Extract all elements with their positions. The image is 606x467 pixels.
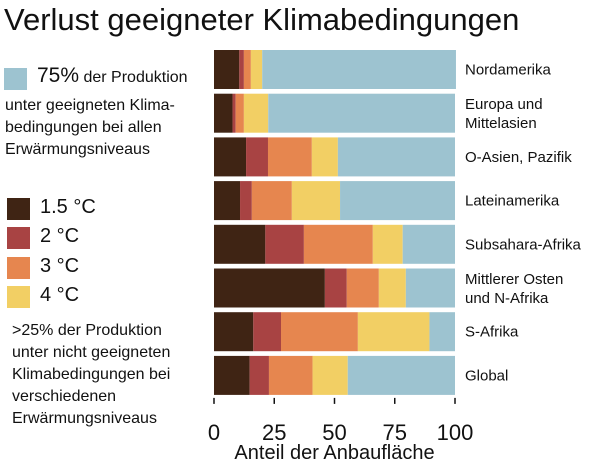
legend-suitable-heading: 75% der Produktion xyxy=(37,64,188,88)
category-label-line: Mittelasien xyxy=(465,115,537,132)
bar-segment xyxy=(240,181,252,221)
note-line: Erwärmungsniveaus xyxy=(12,410,157,427)
bar-segment xyxy=(243,93,269,133)
bar-segment xyxy=(280,312,358,352)
category-label-line: O-Asien, Pazifik xyxy=(465,149,572,166)
category-label-line: Europa und xyxy=(465,96,543,113)
bar-segment xyxy=(235,93,244,133)
x-tick-label: 0 xyxy=(208,420,220,445)
bar-segment xyxy=(268,93,455,133)
note-line: Klimabedingungen bei xyxy=(12,366,171,383)
bar-segment xyxy=(312,355,348,395)
bar-segment xyxy=(214,268,325,308)
x-tick-label: 100 xyxy=(437,420,474,445)
legend-label-2: 2 °C xyxy=(40,225,80,247)
bar-segment xyxy=(347,355,455,395)
category-label: Europa und Mittelasien xyxy=(465,96,543,132)
category-label: Nordamerika xyxy=(465,62,552,79)
legend-swatch-suitable xyxy=(4,68,27,90)
category-label: Subsahara-Afrika xyxy=(465,236,582,253)
category-label-line: und N-Afrika xyxy=(465,290,549,307)
note-line: Erwärmungsniveaus xyxy=(5,141,150,158)
note-line: bedingungen bei allen xyxy=(5,119,162,136)
bar-segment xyxy=(251,181,292,221)
bar-segment xyxy=(340,181,455,221)
bar-segment xyxy=(243,50,251,89)
bar-segment xyxy=(253,312,281,352)
bar-segment xyxy=(214,224,266,264)
chart-title: Verlust geeigneter Klimabedingungen xyxy=(4,2,520,37)
category-label-line: Mittlerer Osten xyxy=(465,271,563,288)
bar-segment xyxy=(303,224,373,264)
category-label: Mittlerer Osten und N-Afrika xyxy=(465,271,563,307)
bar-segment xyxy=(267,137,312,177)
bar-segment xyxy=(214,93,233,133)
bar-segment xyxy=(239,50,244,89)
bar-segment xyxy=(265,224,304,264)
bar-segment xyxy=(346,268,379,308)
legend-suitable-note: unter geeigneten Klima- bedingungen bei … xyxy=(5,95,175,161)
bar-segment xyxy=(402,224,455,264)
note-line: unter nicht geeigneten xyxy=(12,344,171,361)
x-tick-label: 25 xyxy=(262,420,286,445)
bar-segment xyxy=(262,50,456,89)
legend-swatch-1-5 xyxy=(7,198,30,220)
note-line: >25% der Produktion xyxy=(12,322,162,339)
legend-unsuitable-note: >25% der Produktion unter nicht geeignet… xyxy=(12,320,170,430)
category-label: O-Asien, Pazifik xyxy=(465,149,572,166)
category-label: Lateinamerika xyxy=(465,193,560,210)
bar-segment xyxy=(372,224,403,264)
legend-swatch-2 xyxy=(7,227,30,249)
bar-segment xyxy=(214,355,250,395)
legend-label-3: 3 °C xyxy=(40,255,80,277)
bar-segment xyxy=(378,268,406,308)
legend-suitable-rest: der Produktion xyxy=(79,69,188,86)
bar-segment xyxy=(268,355,313,395)
bar-segment xyxy=(214,50,240,89)
bar-segment xyxy=(232,93,236,133)
legend-swatch-3 xyxy=(7,257,30,279)
legend-label-1-5: 1.5 °C xyxy=(40,196,96,218)
x-tick-label: 50 xyxy=(322,420,346,445)
bar-segment xyxy=(214,181,241,221)
bar-segment xyxy=(429,312,455,352)
bar-segment xyxy=(357,312,430,352)
note-line: verschiedenen xyxy=(12,388,117,405)
bar-segment xyxy=(311,137,338,177)
category-label-line: Nordamerika xyxy=(465,62,552,79)
bar-segment xyxy=(405,268,455,308)
bar-segment xyxy=(246,137,268,177)
bar-segment xyxy=(291,181,341,221)
bar-segment xyxy=(250,50,263,89)
category-label-line: Subsahara-Afrika xyxy=(465,236,582,253)
x-axis-label: Anteil der Anbaufläche xyxy=(234,442,434,464)
legend-label-4: 4 °C xyxy=(40,284,80,306)
category-label-line: Global xyxy=(465,367,508,384)
x-tick-label: 75 xyxy=(383,420,407,445)
category-label: Global xyxy=(465,367,508,384)
category-label-line: S-Afrika xyxy=(465,324,519,341)
category-label-line: Lateinamerika xyxy=(465,193,560,210)
legend-suitable-pct: 75% xyxy=(37,64,80,87)
bar-segment xyxy=(337,137,455,177)
bar-segment xyxy=(249,355,269,395)
bar-segment xyxy=(214,312,254,352)
category-label: S-Afrika xyxy=(465,324,519,341)
bar-segment xyxy=(324,268,347,308)
legend-swatch-4 xyxy=(7,286,30,308)
bar-segment xyxy=(214,137,247,177)
note-line: unter geeigneten Klima- xyxy=(5,97,175,114)
